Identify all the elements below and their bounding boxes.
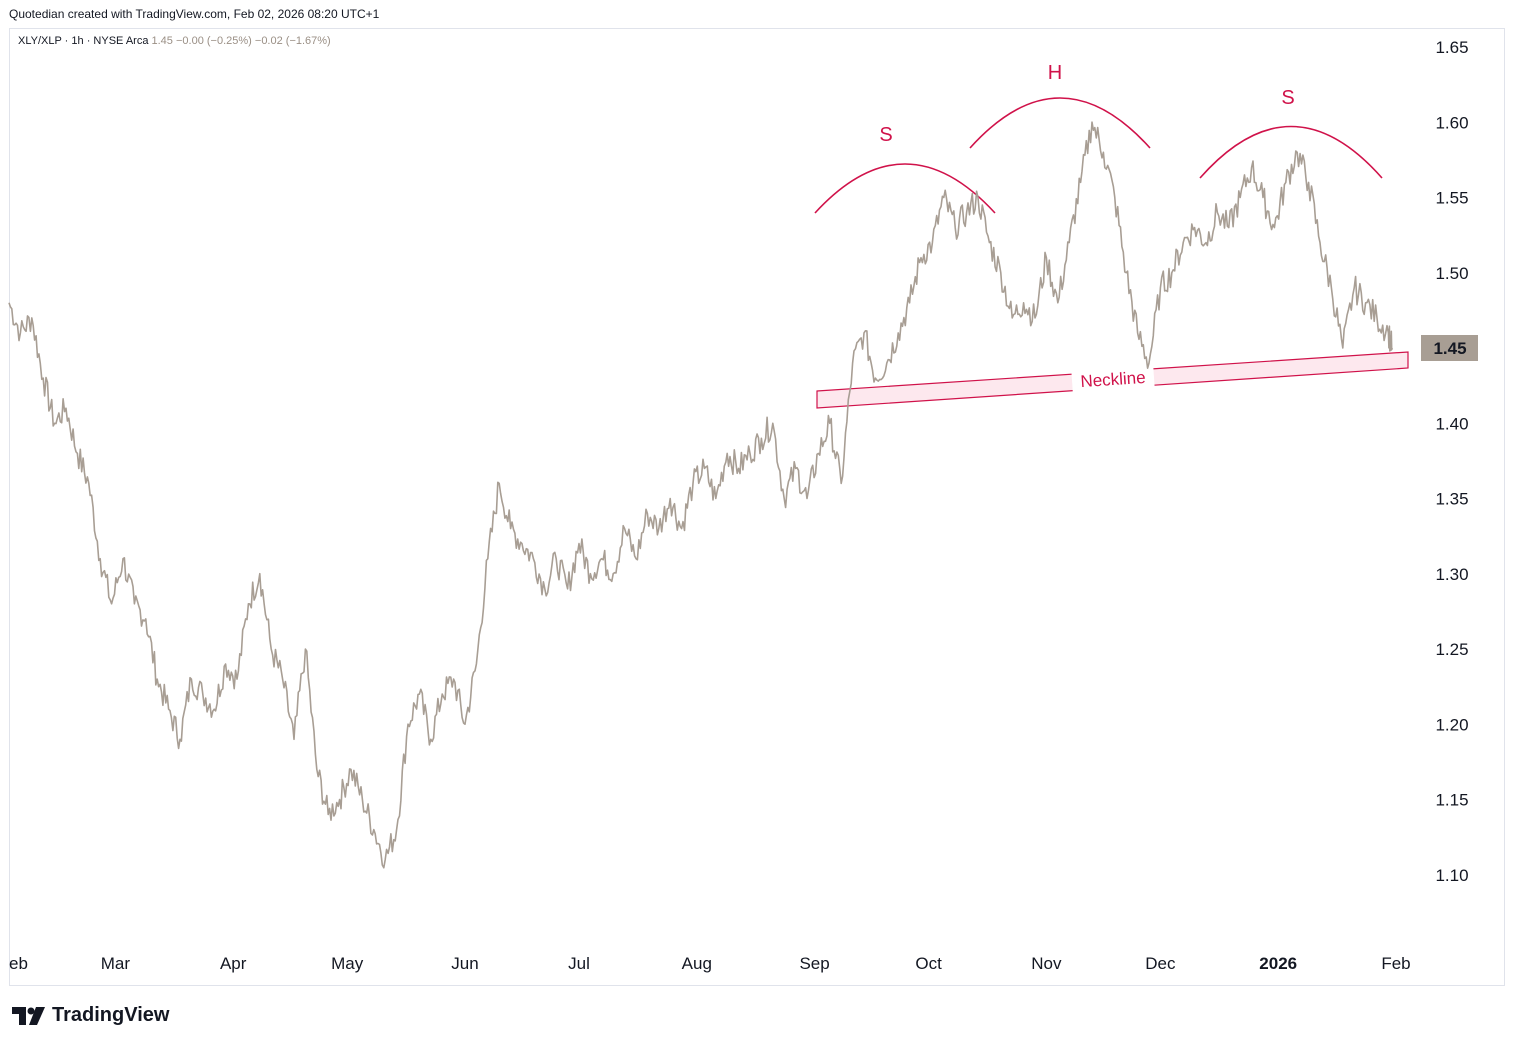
tradingview-brand[interactable]: TradingView bbox=[12, 1004, 169, 1027]
y-tick-label: 1.15 bbox=[1435, 791, 1468, 810]
y-tick-label: 1.25 bbox=[1435, 640, 1468, 659]
x-tick-label: Apr bbox=[220, 954, 247, 973]
pattern-label: S bbox=[879, 124, 892, 146]
brand-name: TradingView bbox=[52, 1004, 170, 1026]
x-tick-label: Oct bbox=[915, 954, 942, 973]
y-tick-label: 1.40 bbox=[1435, 414, 1468, 433]
x-tick-label: eb bbox=[9, 954, 28, 973]
x-tick-label: Feb bbox=[1381, 954, 1410, 973]
y-tick-label: 1.10 bbox=[1435, 866, 1468, 885]
last-price-tag: 1.45 bbox=[1421, 335, 1478, 361]
x-tick-label: Jul bbox=[568, 954, 590, 973]
legend-last: 1.45 bbox=[151, 35, 173, 47]
chart-frame bbox=[9, 28, 1505, 986]
pattern-arc[interactable] bbox=[1199, 125, 1383, 179]
pattern-arc[interactable] bbox=[969, 97, 1151, 149]
y-tick-label: 1.55 bbox=[1435, 189, 1468, 208]
neckline-label: Neckline bbox=[1080, 368, 1146, 391]
legend-change-2: −0.02 (−1.67%) bbox=[254, 35, 331, 47]
pattern-arc[interactable] bbox=[814, 163, 996, 214]
price-series bbox=[8, 121, 1393, 869]
y-tick-label: 1.65 bbox=[1435, 38, 1468, 57]
x-tick-label: Dec bbox=[1145, 954, 1176, 973]
last-price-label: 1.45 bbox=[1433, 339, 1466, 358]
x-axis: eb Mar Apr May Jun Jul Aug Sep Oct Nov Dec 2026 Feb bbox=[9, 954, 1411, 973]
legend-change: −0.00 (−0.25%) bbox=[175, 35, 252, 47]
y-tick-label: 1.30 bbox=[1435, 565, 1468, 584]
last-price-box bbox=[1421, 335, 1478, 361]
x-tick-label: Jun bbox=[451, 954, 478, 973]
pattern-label: S bbox=[1281, 87, 1294, 109]
neckline-label-bg bbox=[1071, 366, 1155, 392]
legend-symbol: XLY/XLP · 1h · NYSE Arca bbox=[18, 35, 149, 47]
y-tick-label: 1.60 bbox=[1435, 113, 1468, 132]
y-axis: 1.65 1.60 1.55 1.50 1.45 1.40 1.35 1.30 1.25 1.20… bbox=[1435, 38, 1468, 885]
x-tick-label: Aug bbox=[682, 954, 712, 973]
price-line[interactable] bbox=[8, 121, 1393, 869]
y-tick-label: 1.20 bbox=[1435, 715, 1468, 734]
pattern-annotations: S H S Neckline bbox=[814, 62, 1409, 409]
x-tick-label: May bbox=[331, 954, 364, 973]
tradingview-logo-icon bbox=[12, 1006, 45, 1025]
pattern-label: H bbox=[1048, 62, 1062, 84]
x-tick-label: Sep bbox=[799, 954, 829, 973]
y-tick-label: 1.50 bbox=[1435, 264, 1468, 283]
x-tick-label: 2026 bbox=[1259, 954, 1297, 973]
symbol-legend[interactable]: XLY/XLP · 1h · NYSE Arca 1.45 −0.00 (−0.… bbox=[18, 35, 331, 47]
y-tick-label: 1.35 bbox=[1435, 490, 1468, 509]
x-tick-label: Nov bbox=[1031, 954, 1062, 973]
x-tick-label: Mar bbox=[101, 954, 131, 973]
chart-credit: Quotedian created with TradingView.com, … bbox=[9, 7, 380, 21]
